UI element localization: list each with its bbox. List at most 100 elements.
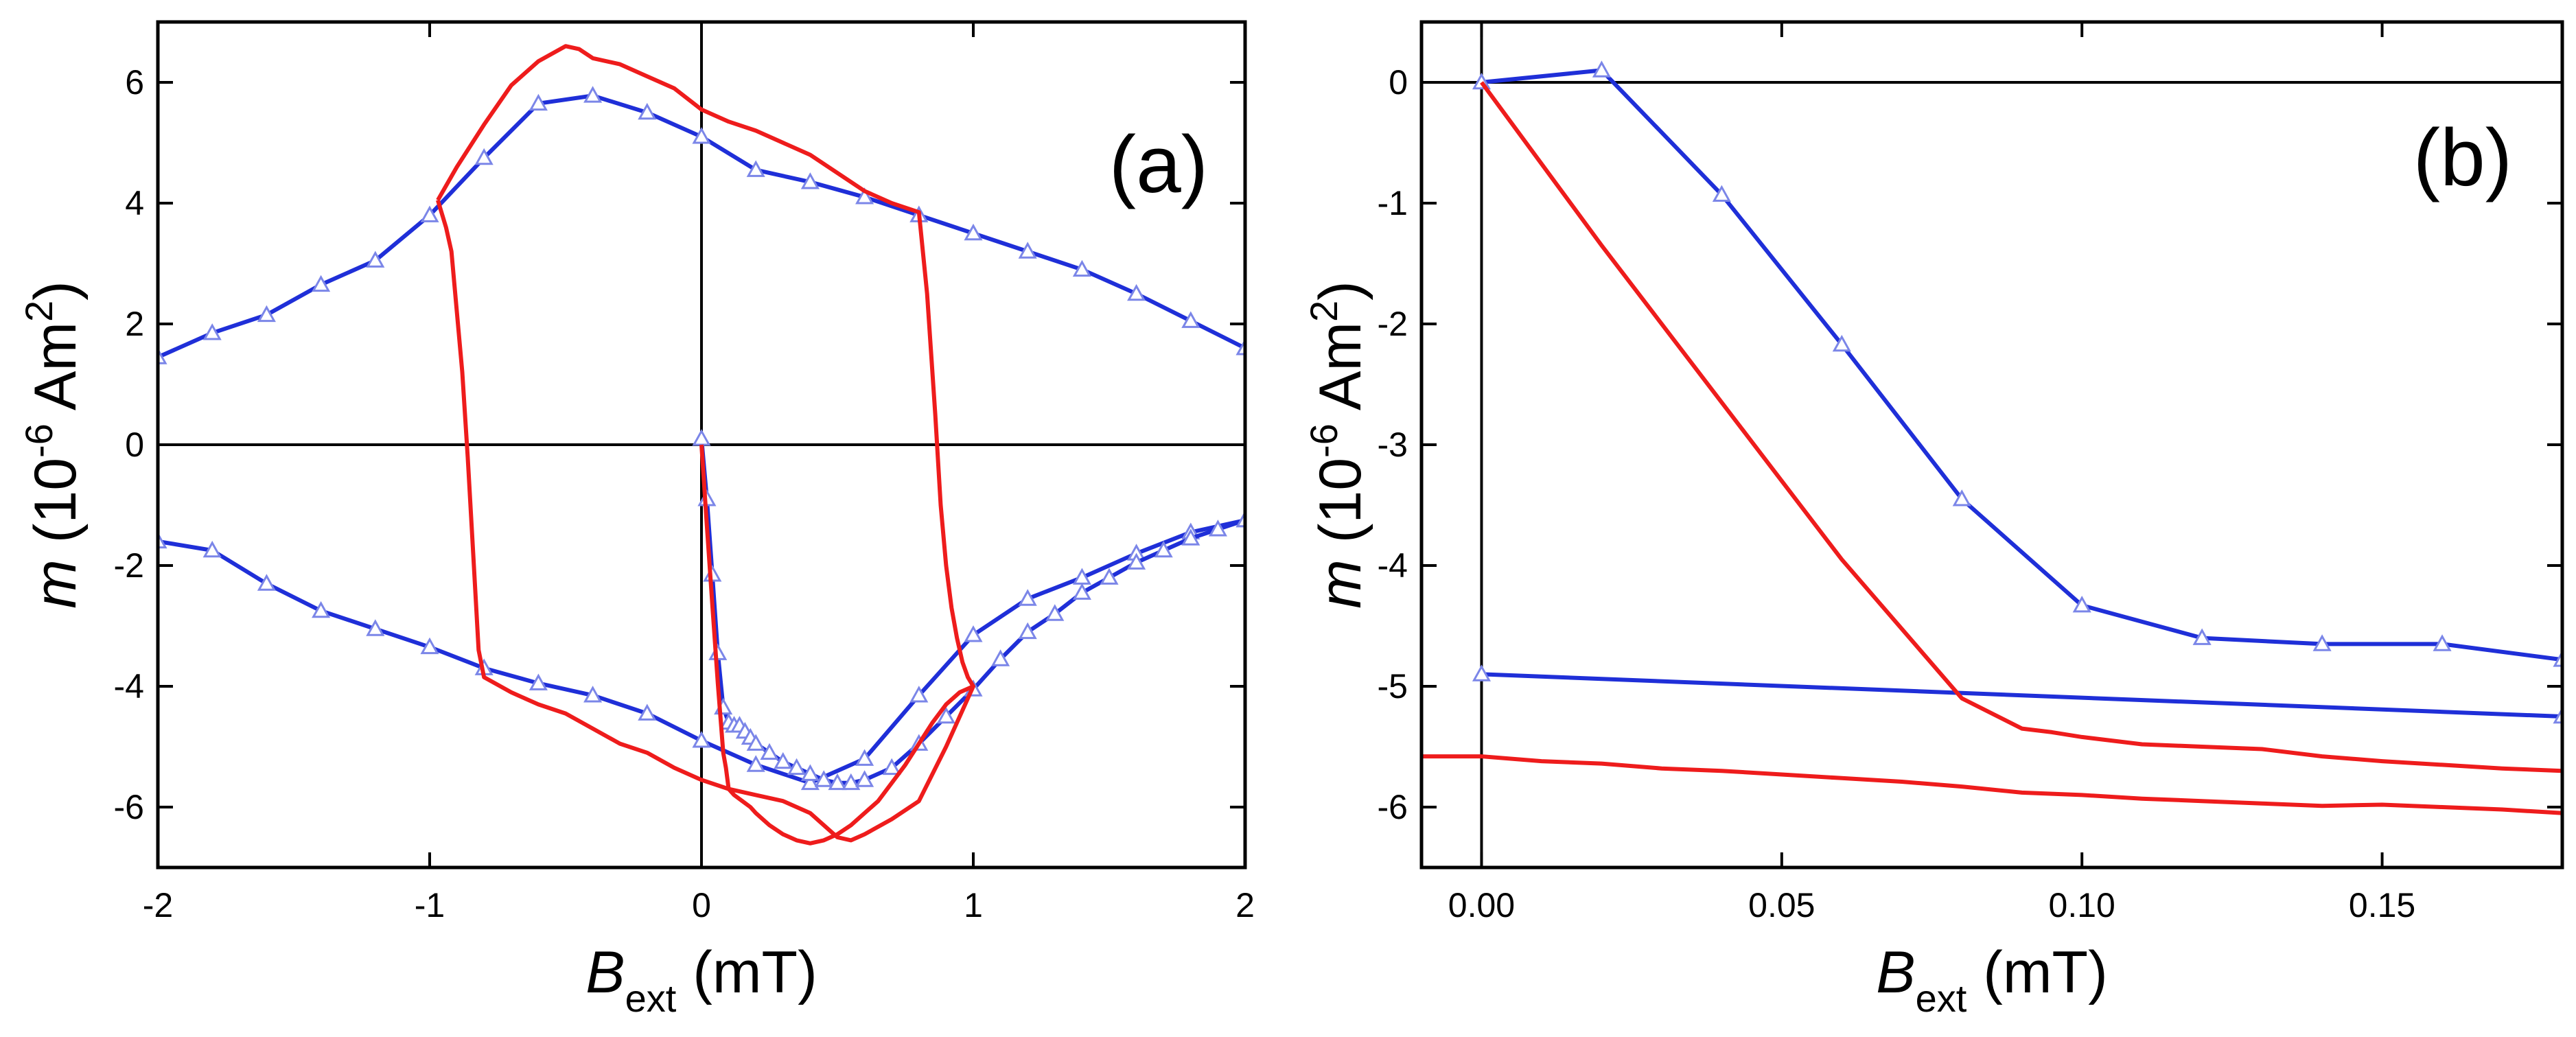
panel-a-blue-lower-marker	[366, 619, 385, 636]
panel-b-series	[1422, 60, 2562, 815]
panel-a-blue-lower-marker	[800, 773, 820, 791]
panel-a-blue-virgin-marker	[787, 758, 807, 776]
panel-a-blue-upper-marker	[692, 127, 711, 144]
panel-b-blue-virgin-marker	[1712, 185, 1731, 202]
panel-a-series	[158, 44, 1245, 846]
panel-b-xlabel-main: B	[1876, 940, 1915, 1005]
panel-b-x-ticks: 0.00 0.05 0.10 0.15	[1448, 22, 2415, 924]
panel-a-blue-virgin-marker	[855, 770, 874, 787]
panel-b-y-tick-label: -4	[1378, 546, 1408, 585]
panel-a-y-tick-label: -4	[114, 667, 144, 706]
panel-b-series-red-branch	[1422, 754, 2562, 815]
panel-a-blue-virgin-marker	[814, 770, 833, 787]
panel-b-y-axis-title: m (10-6 Am2)	[1302, 281, 1373, 609]
panel-b-ylabel-sup2: 2	[1302, 301, 1345, 322]
panel-a-blue-upper-marker	[855, 187, 874, 205]
panel-a-ylabel-close: )	[23, 281, 89, 301]
panel-a-blue-upper-marker	[1072, 259, 1091, 277]
panel-a-blue-virgin-marker	[1181, 528, 1200, 546]
panel-a-ylabel-open: (10	[23, 458, 89, 559]
panel-b-label: (b)	[2413, 113, 2512, 203]
panel-b-blue-virgin-marker	[2433, 634, 2452, 651]
panel-a-y-tick-label: 6	[125, 63, 144, 102]
panel-b-blue-virgin-marker	[1952, 489, 1971, 506]
panel-b-x-tick-label: 0.00	[1448, 886, 1515, 924]
panel-a-blue-virgin-marker	[1208, 520, 1227, 537]
panel-a-blue-virgin-marker	[746, 734, 765, 751]
panel-b-blue-branch-marker	[2553, 706, 2562, 724]
panel-a-blue-lower-marker	[692, 731, 711, 748]
panel-b-xlabel-unit: (mT)	[1966, 940, 2107, 1005]
panel-a-x-ticks: -2 -1 0 1 2	[143, 22, 1255, 924]
panel-a-blue-virgin-marker	[692, 429, 711, 446]
panel-a-x-axis-title: Bext (mT)	[585, 940, 817, 1020]
panel-a-blue-upper-marker	[1018, 242, 1037, 259]
panel-a-blue-virgin-marker	[1127, 552, 1146, 570]
panel-b-blue-virgin-marker	[1592, 60, 1611, 78]
panel-b-blue-virgin-marker	[2192, 628, 2212, 645]
panel-a-blue-virgin-marker	[842, 773, 861, 791]
panel-a-blue-upper-marker	[638, 102, 657, 120]
panel-b-blue-virgin-marker	[2072, 595, 2091, 613]
panel-b-frame	[1419, 20, 2564, 870]
panel-a-xlabel-main: B	[585, 940, 625, 1005]
panel-a-blue-upper-marker	[1181, 311, 1200, 328]
panel-b-x-tick-label: 0.15	[2349, 886, 2415, 924]
panel-a-ylabel-main: m	[23, 559, 89, 609]
panel-b-series-blue-virgin	[1481, 68, 2562, 662]
panel-a-blue-upper-marker	[158, 347, 167, 364]
panel-a-x-tick-label: 2	[1235, 886, 1255, 924]
panel-a-x-tick-label: 1	[964, 886, 983, 924]
panel-a-y-tick-label: 4	[125, 184, 144, 222]
panel-a-blue-virgin-marker	[882, 758, 901, 776]
panel-a-blue-upper-marker	[964, 223, 983, 241]
panel-a-blue-upper-marker	[1235, 338, 1245, 356]
panel-a-blue-virgin-marker	[1235, 510, 1245, 528]
panel-b-blue-branch-marker	[1472, 664, 1492, 681]
panel-a-blue-upper-marker	[257, 305, 276, 323]
panel-a-blue-lower-marker	[529, 673, 548, 690]
panel-a-blue-virgin-marker	[1100, 568, 1119, 585]
panel-b-y-tick-label: 0	[1389, 63, 1408, 102]
panel-a-blue-lower-marker	[964, 625, 983, 642]
panel-b-y-tick-label: -3	[1378, 426, 1408, 464]
panel-a-x-tick-label: -2	[143, 886, 173, 924]
panel-a-blue-lower-marker	[257, 574, 276, 591]
panel-a-blue-virgin-marker	[828, 773, 847, 791]
panel-b-ylabel-unit: Am	[1308, 322, 1373, 423]
panel-a-xlabel-unit: (mT)	[676, 940, 817, 1005]
panel-a-y-tick-label: -2	[114, 546, 144, 585]
panel-a-blue-upper-marker	[312, 275, 331, 292]
panel-b-blue-virgin-marker	[2553, 650, 2562, 667]
panel-a-blue-lower-marker	[638, 703, 657, 721]
panel-b-xlabel-sub: ext	[1916, 977, 1967, 1020]
panel-b-series-blue-branch	[1481, 672, 2562, 719]
panel-b-y-ticks: -6 -5 -4 -3 -2 -1 0	[1378, 63, 2562, 826]
panel-a-blue-virgin-marker	[800, 764, 820, 781]
panel-a-ylabel-unit: Am	[23, 322, 89, 423]
panel-a-blue-virgin-marker	[1072, 583, 1091, 600]
panel-a-blue-lower-marker	[746, 755, 765, 772]
panel-b-ylabel-open: (10	[1308, 458, 1373, 559]
panel-a-xlabel-sub: ext	[625, 977, 677, 1020]
panel-a-blue-lower-marker	[202, 540, 222, 558]
panel-a-blue-upper-marker	[202, 323, 222, 340]
panel-a-blue-upper-marker	[474, 148, 494, 165]
panel-b-ylabel-main: m	[1308, 559, 1373, 609]
panel-a-ylabel-sup2: 2	[17, 301, 60, 322]
panel-a-y-tick-label: -6	[114, 788, 144, 826]
panel-b-x-axis-title: Bext (mT)	[1876, 940, 2107, 1020]
panel-a-blue-virgin-marker	[1045, 604, 1065, 621]
panel-a-y-ticks: -6 -4 -2 0 2 4 6	[114, 63, 1245, 826]
panel-a-blue-upper-marker	[529, 93, 548, 111]
panel-a-blue-upper-marker	[420, 205, 439, 222]
panel-b-y-tick-label: -2	[1378, 305, 1408, 343]
panel-a-series-blue-virgin	[699, 438, 1245, 785]
panel-a-blue-virgin-marker	[936, 706, 955, 724]
panel-b-ylabel-sup: -6	[1302, 423, 1345, 458]
panel-a-blue-virgin-marker	[1018, 622, 1037, 640]
panel-a-blue-upper-marker	[366, 250, 385, 268]
panel-a-y-tick-label: 2	[125, 305, 144, 343]
panel-a-blue-lower-marker	[420, 637, 439, 655]
panel-b-y-tick-label: -5	[1378, 667, 1408, 706]
